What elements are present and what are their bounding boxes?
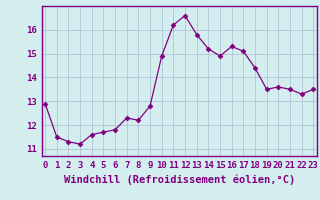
X-axis label: Windchill (Refroidissement éolien,°C): Windchill (Refroidissement éolien,°C) <box>64 174 295 185</box>
